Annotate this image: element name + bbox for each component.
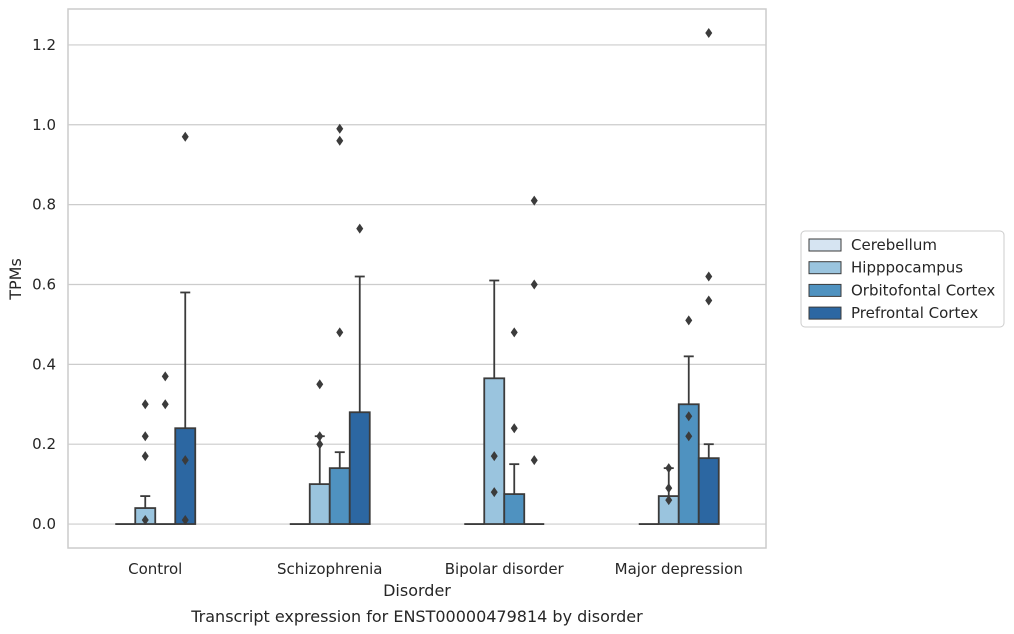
outlier-point xyxy=(705,271,713,282)
legend-label: Orbitofontal Cortex xyxy=(851,281,995,299)
legend-frame xyxy=(800,230,1005,328)
outlier-point xyxy=(530,455,538,466)
outlier-point xyxy=(181,455,189,466)
y-tick-label: 0.0 xyxy=(32,515,56,533)
y-tick-label: 0.4 xyxy=(32,355,56,373)
outlier-point xyxy=(356,223,364,234)
outlier-point xyxy=(510,327,518,338)
outlier-point xyxy=(141,399,149,410)
outlier-point xyxy=(336,135,344,146)
outlier-point xyxy=(530,195,538,206)
x-tick-label: Bipolar disorder xyxy=(445,560,565,578)
outlier-point xyxy=(316,431,324,442)
bar xyxy=(697,457,720,525)
outlier-point xyxy=(490,451,498,462)
outlier-point xyxy=(665,483,673,494)
bars xyxy=(115,275,720,525)
bar xyxy=(677,403,700,525)
outlier-point xyxy=(530,279,538,290)
plot-frame xyxy=(67,8,767,549)
x-tick-label: Schizophrenia xyxy=(277,560,382,578)
x-tick-labels: Control Schizophrenia Bipolar disorder Majo… xyxy=(128,560,743,578)
outlier-point xyxy=(705,27,713,38)
outlier-point xyxy=(705,295,713,306)
outlier-point xyxy=(141,431,149,442)
y-tick-labels: 0.0 0.2 0.4 0.6 0.8 1.0 1.2 xyxy=(32,36,56,533)
outlier-point xyxy=(161,399,169,410)
x-tick-label: Major depression xyxy=(615,560,743,578)
chart-caption: Transcript expression for ENST0000047981… xyxy=(190,607,643,626)
outlier-point xyxy=(316,379,324,390)
y-tick-label: 1.0 xyxy=(32,116,56,134)
outlier-point xyxy=(181,515,189,526)
outlier-point xyxy=(685,411,693,422)
legend-swatch xyxy=(808,238,842,252)
outlier-point xyxy=(161,371,169,382)
outlier-point xyxy=(181,131,189,142)
outlier-point xyxy=(336,123,344,134)
y-axis-label: TPMs xyxy=(6,258,25,301)
outlier-point xyxy=(665,495,673,506)
outlier-point xyxy=(141,451,149,462)
bar xyxy=(308,483,331,525)
outlier-point xyxy=(510,423,518,434)
legend-label: Cerebellum xyxy=(851,236,937,254)
y-tick-label: 1.2 xyxy=(32,36,56,54)
outlier-point xyxy=(336,327,344,338)
legend-label: Prefrontal Cortex xyxy=(851,304,978,322)
bar xyxy=(328,467,351,525)
legend-swatch xyxy=(808,261,842,275)
bar xyxy=(348,411,371,525)
x-axis-label: Disorder xyxy=(383,581,451,600)
legend-swatch xyxy=(808,283,842,297)
bar xyxy=(174,427,197,525)
outlier-point xyxy=(490,487,498,498)
y-tick-label: 0.2 xyxy=(32,435,56,453)
outlier-point xyxy=(685,431,693,442)
legend-label: Hipppocampus xyxy=(851,259,963,277)
outlier-point xyxy=(685,315,693,326)
outlier-point xyxy=(665,463,673,474)
outlier-point xyxy=(316,439,324,450)
legend: Cerebellum Hipppocampus Orbitofontal Corte… xyxy=(800,230,1005,328)
bar xyxy=(503,493,526,525)
outlier-point xyxy=(141,515,149,526)
outlier-points xyxy=(141,27,713,526)
y-tick-label: 0.6 xyxy=(32,275,56,293)
x-tick-label: Control xyxy=(128,560,182,578)
y-tick-label: 0.8 xyxy=(32,196,56,214)
legend-swatch xyxy=(808,306,842,320)
gridlines xyxy=(68,44,766,525)
